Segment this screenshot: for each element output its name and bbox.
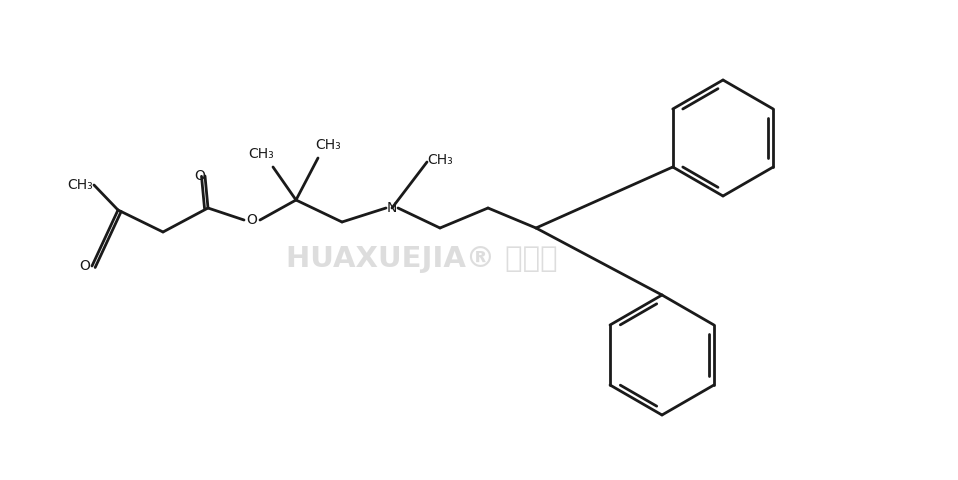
Text: O: O <box>194 169 205 183</box>
Text: CH₃: CH₃ <box>248 147 274 161</box>
Text: CH₃: CH₃ <box>315 138 341 152</box>
Text: N: N <box>387 201 398 215</box>
Text: O: O <box>246 213 258 227</box>
Text: CH₃: CH₃ <box>427 153 453 167</box>
Text: O: O <box>80 259 90 273</box>
Text: HUAXUEJIA® 化学加: HUAXUEJIA® 化学加 <box>285 245 558 273</box>
Text: CH₃: CH₃ <box>67 178 93 192</box>
